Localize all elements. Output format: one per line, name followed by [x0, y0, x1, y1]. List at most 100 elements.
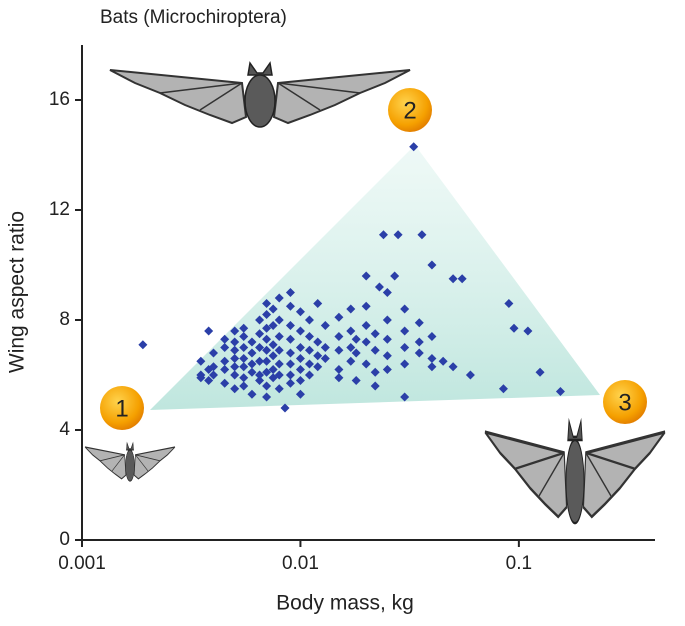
- data-point: [370, 367, 380, 377]
- data-point: [285, 288, 295, 297]
- data-point: [295, 365, 305, 374]
- data-point: [295, 389, 305, 399]
- data-point: [220, 343, 230, 352]
- data-point: [255, 356, 265, 366]
- y-tick-label: 4: [59, 419, 70, 440]
- data-point: [247, 359, 257, 369]
- data-point: [239, 343, 249, 352]
- shaded-region: [150, 145, 600, 410]
- data-point: [535, 367, 545, 377]
- data-point: [304, 332, 314, 341]
- data-point: [351, 348, 361, 358]
- data-point: [523, 326, 533, 336]
- data-point: [498, 384, 508, 394]
- data-point: [378, 230, 388, 240]
- data-point: [285, 359, 295, 369]
- data-point: [313, 299, 323, 308]
- data-point: [230, 345, 240, 355]
- data-point: [285, 378, 295, 388]
- data-point: [262, 334, 272, 344]
- data-point: [247, 337, 257, 347]
- data-point: [220, 365, 230, 374]
- data-point: [400, 359, 410, 369]
- data-point: [448, 274, 458, 284]
- data-point: [351, 334, 361, 344]
- data-point: [414, 348, 424, 358]
- data-point: [274, 370, 284, 380]
- x-tick-label: 0.001: [58, 553, 106, 574]
- data-point: [334, 365, 344, 374]
- data-point: [320, 321, 330, 330]
- data-point: [361, 321, 371, 330]
- data-point: [295, 326, 305, 336]
- data-point: [414, 318, 424, 328]
- data-point: [196, 356, 206, 366]
- marker-label: 1: [115, 395, 128, 422]
- data-point: [346, 343, 356, 352]
- data-point: [334, 373, 344, 383]
- data-point: [427, 354, 437, 363]
- data-point: [255, 370, 265, 380]
- data-point: [304, 359, 314, 369]
- data-point: [465, 370, 475, 380]
- data-point: [427, 362, 437, 372]
- data-point: [313, 362, 323, 372]
- data-point: [393, 230, 403, 240]
- data-point: [196, 373, 206, 383]
- data-point: [268, 321, 278, 330]
- data-point: [274, 359, 284, 369]
- data-point: [230, 326, 240, 336]
- data-point: [239, 362, 249, 372]
- data-point: [274, 345, 284, 355]
- marker-badge: [100, 386, 144, 430]
- data-point: [220, 334, 230, 344]
- data-point: [138, 340, 148, 350]
- y-tick-label: 16: [49, 89, 70, 110]
- data-point: [204, 326, 214, 336]
- y-axis-label: Wing aspect ratio: [6, 211, 29, 373]
- data-point: [239, 354, 249, 363]
- data-point: [438, 356, 448, 366]
- data-point: [268, 351, 278, 361]
- data-point: [361, 301, 371, 311]
- data-point: [209, 362, 219, 372]
- data-point: [247, 389, 257, 399]
- data-point: [239, 323, 249, 333]
- data-point: [230, 384, 240, 394]
- marker-badge: [603, 380, 647, 424]
- data-point: [346, 356, 356, 366]
- data-point: [220, 378, 230, 388]
- data-point: [370, 345, 380, 355]
- bat-icon: [84, 442, 176, 482]
- marker-label: 3: [618, 389, 631, 416]
- data-point: [230, 362, 240, 372]
- data-point: [268, 365, 278, 374]
- data-point: [295, 343, 305, 352]
- data-point: [427, 260, 437, 270]
- x-axis-label: Body mass, kg: [276, 592, 414, 615]
- data-point: [313, 351, 323, 361]
- chart-title: Bats (Microchiroptera): [100, 7, 287, 28]
- data-point: [414, 337, 424, 347]
- y-tick-label: 0: [59, 529, 70, 550]
- data-point: [285, 370, 295, 380]
- plot-area: [138, 142, 565, 413]
- data-point: [285, 334, 295, 344]
- data-point: [304, 315, 314, 325]
- data-point: [382, 351, 392, 361]
- data-point: [320, 354, 330, 363]
- data-point: [262, 356, 272, 366]
- data-point: [209, 370, 219, 380]
- data-point: [509, 323, 519, 333]
- data-point: [374, 282, 384, 292]
- data-point: [370, 329, 380, 339]
- data-point: [274, 332, 284, 341]
- data-point: [239, 332, 249, 341]
- data-point: [334, 332, 344, 341]
- data-point: [417, 230, 427, 240]
- data-point: [382, 315, 392, 325]
- data-point: [504, 299, 514, 308]
- data-point: [262, 299, 272, 308]
- data-point: [427, 332, 437, 341]
